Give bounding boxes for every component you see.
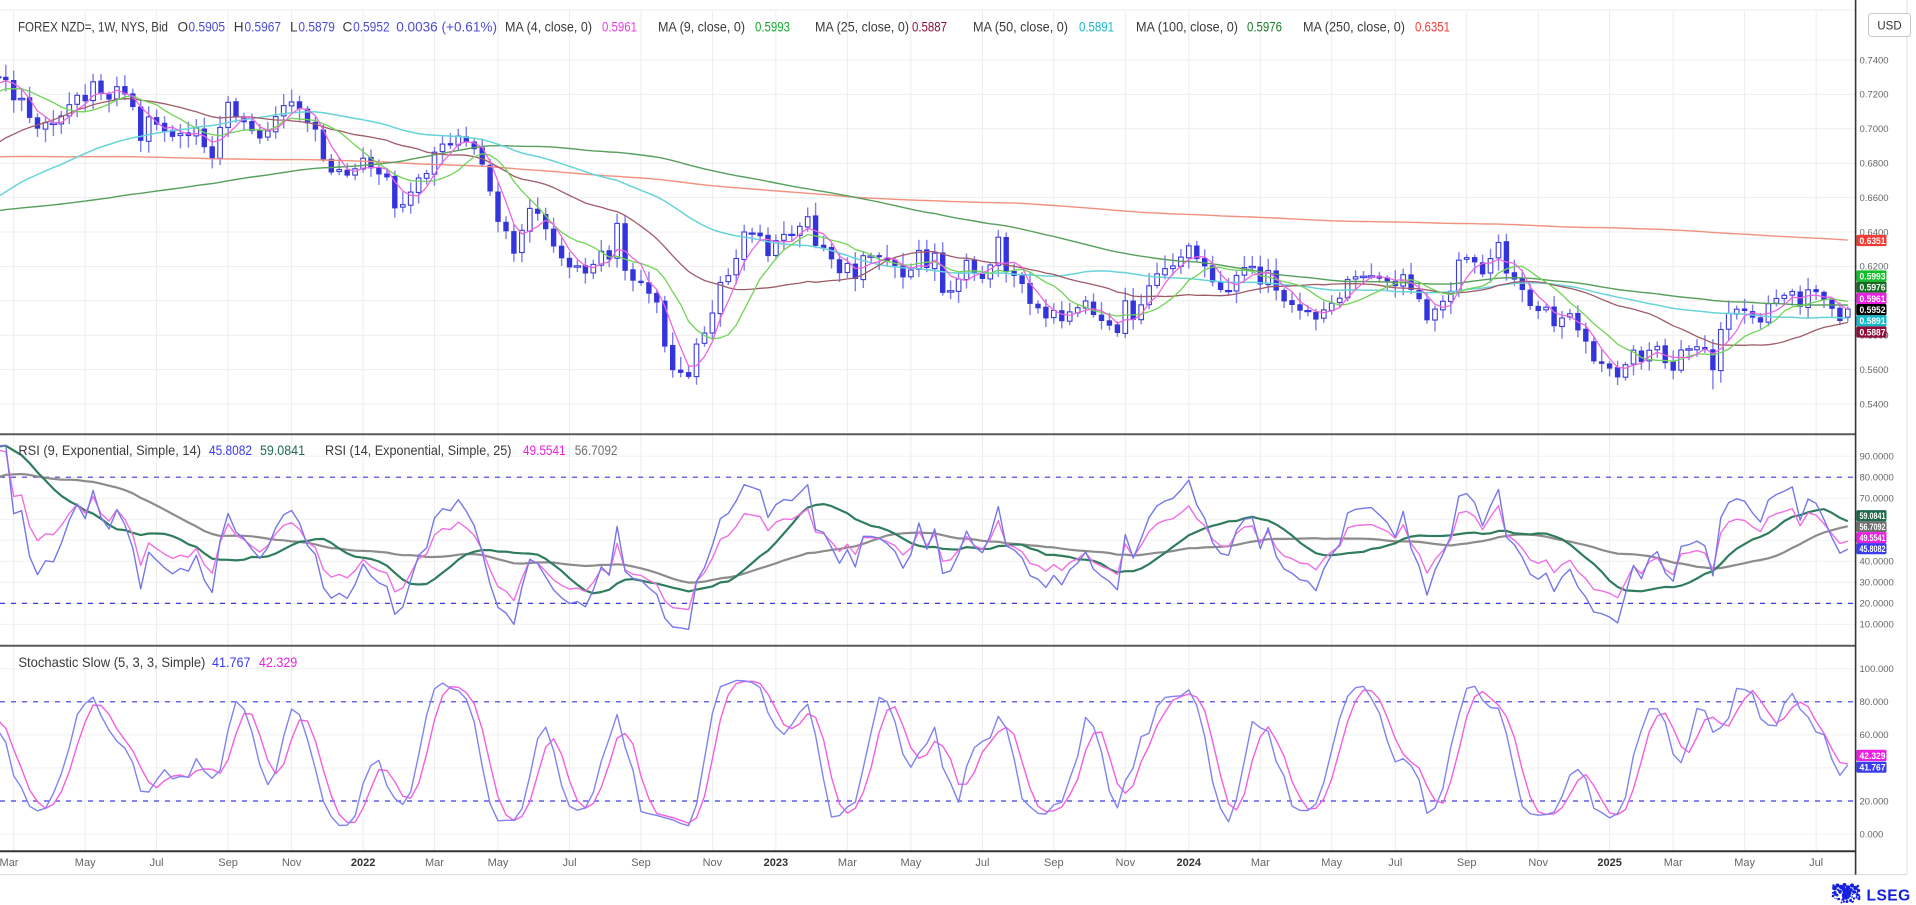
svg-text:RSI (9, Exponential, Simple, 1: RSI (9, Exponential, Simple, 14) bbox=[18, 443, 201, 458]
svg-text:0.5961: 0.5961 bbox=[1860, 294, 1886, 304]
svg-text:30.0000: 30.0000 bbox=[1860, 578, 1894, 589]
svg-text:0.5993: 0.5993 bbox=[755, 20, 790, 35]
svg-text:49.5541: 49.5541 bbox=[1860, 533, 1886, 543]
svg-text:90.0000: 90.0000 bbox=[1860, 452, 1894, 463]
svg-text:Sep: Sep bbox=[631, 857, 651, 869]
svg-text:59.0841: 59.0841 bbox=[260, 443, 305, 458]
svg-text:0.5905: 0.5905 bbox=[189, 20, 226, 35]
svg-text:41.767: 41.767 bbox=[212, 655, 251, 670]
svg-text:May: May bbox=[488, 857, 509, 869]
svg-text:Jul: Jul bbox=[1809, 857, 1823, 869]
svg-text:2025: 2025 bbox=[1597, 857, 1621, 869]
svg-text:Nov: Nov bbox=[1528, 857, 1548, 869]
svg-text:60.000: 60.000 bbox=[1860, 730, 1889, 741]
svg-text:0.5600: 0.5600 bbox=[1860, 365, 1889, 376]
svg-text:Jul: Jul bbox=[562, 857, 576, 869]
svg-text:49.5541: 49.5541 bbox=[523, 443, 566, 458]
svg-text:0.6800: 0.6800 bbox=[1860, 159, 1889, 170]
svg-text:10.0000: 10.0000 bbox=[1860, 620, 1894, 631]
svg-text:Jul: Jul bbox=[1388, 857, 1402, 869]
svg-text:0.000: 0.000 bbox=[1860, 829, 1884, 840]
svg-text:Mar: Mar bbox=[0, 857, 19, 869]
svg-text:0.7200: 0.7200 bbox=[1860, 90, 1889, 101]
svg-text:Stochastic Slow (5, 3, 3, Simp: Stochastic Slow (5, 3, 3, Simple) bbox=[18, 655, 205, 670]
svg-text:Nov: Nov bbox=[703, 857, 723, 869]
svg-text:Mar: Mar bbox=[425, 857, 444, 869]
svg-text:MA (250, close, 0): MA (250, close, 0) bbox=[1303, 20, 1405, 35]
svg-text:RSI (14, Exponential, Simple,: RSI (14, Exponential, Simple, 25) bbox=[325, 443, 512, 458]
svg-text:100.000: 100.000 bbox=[1860, 664, 1894, 675]
svg-text:0.6351: 0.6351 bbox=[1415, 20, 1450, 35]
svg-text:May: May bbox=[75, 857, 96, 869]
svg-text:0.6400: 0.6400 bbox=[1860, 227, 1889, 238]
svg-text:FOREX NZD=, 1W, NYS, Bid: FOREX NZD=, 1W, NYS, Bid bbox=[18, 20, 168, 35]
svg-text:41.767: 41.767 bbox=[1860, 763, 1886, 773]
svg-text:45.8082: 45.8082 bbox=[1860, 544, 1886, 554]
svg-text:Nov: Nov bbox=[282, 857, 302, 869]
svg-text:2024: 2024 bbox=[1177, 857, 1202, 869]
svg-text:Mar: Mar bbox=[1664, 857, 1683, 869]
svg-text:May: May bbox=[1734, 857, 1755, 869]
svg-text:Nov: Nov bbox=[1116, 857, 1136, 869]
svg-text:May: May bbox=[1321, 857, 1342, 869]
svg-text:Jul: Jul bbox=[150, 857, 164, 869]
svg-text:80.000: 80.000 bbox=[1860, 697, 1889, 708]
svg-text:LSEG: LSEG bbox=[1867, 888, 1911, 905]
svg-text:0.7000: 0.7000 bbox=[1860, 124, 1889, 135]
svg-text:0.5400: 0.5400 bbox=[1860, 399, 1889, 410]
svg-text:MA (4, close, 0): MA (4, close, 0) bbox=[505, 20, 592, 35]
svg-text:0.0036 (+0.61%): 0.0036 (+0.61%) bbox=[396, 20, 497, 35]
svg-text:L: L bbox=[290, 20, 298, 35]
svg-text:0.5887: 0.5887 bbox=[912, 20, 947, 35]
svg-text:0.5891: 0.5891 bbox=[1079, 20, 1114, 35]
svg-text:Jul: Jul bbox=[975, 857, 989, 869]
svg-text:42.329: 42.329 bbox=[259, 655, 297, 670]
svg-text:2023: 2023 bbox=[764, 857, 788, 869]
svg-text:40.0000: 40.0000 bbox=[1860, 557, 1894, 568]
svg-text:Sep: Sep bbox=[1044, 857, 1064, 869]
svg-text:Sep: Sep bbox=[218, 857, 238, 869]
svg-text:Sep: Sep bbox=[1457, 857, 1477, 869]
svg-text:80.0000: 80.0000 bbox=[1860, 473, 1894, 484]
svg-text:56.7092: 56.7092 bbox=[575, 443, 618, 458]
svg-text:0.6200: 0.6200 bbox=[1860, 262, 1889, 273]
svg-text:0.5976: 0.5976 bbox=[1247, 20, 1282, 35]
svg-text:0.5952: 0.5952 bbox=[1860, 305, 1886, 315]
svg-text:0.7400: 0.7400 bbox=[1860, 55, 1889, 66]
svg-text:0.5993: 0.5993 bbox=[1860, 271, 1886, 281]
svg-text:0.5976: 0.5976 bbox=[1860, 283, 1886, 293]
svg-text:MA (50, close, 0): MA (50, close, 0) bbox=[973, 20, 1068, 35]
svg-text:56.7092: 56.7092 bbox=[1860, 522, 1886, 532]
svg-text:20.000: 20.000 bbox=[1860, 796, 1889, 807]
svg-text:0.5961: 0.5961 bbox=[602, 20, 637, 35]
svg-text:20.0000: 20.0000 bbox=[1860, 599, 1894, 610]
svg-text:0.6600: 0.6600 bbox=[1860, 193, 1889, 204]
svg-text:0.5887: 0.5887 bbox=[1860, 327, 1886, 337]
svg-text:42.329: 42.329 bbox=[1860, 751, 1886, 761]
svg-text:MA (9, close, 0): MA (9, close, 0) bbox=[658, 20, 745, 35]
svg-text:O: O bbox=[178, 20, 189, 35]
svg-text:Mar: Mar bbox=[1251, 857, 1270, 869]
svg-text:C: C bbox=[343, 20, 353, 35]
svg-text:70.0000: 70.0000 bbox=[1860, 494, 1894, 505]
svg-text:USD: USD bbox=[1877, 21, 1901, 33]
svg-text:0.5967: 0.5967 bbox=[245, 20, 282, 35]
svg-text:0.5952: 0.5952 bbox=[353, 20, 390, 35]
svg-text:0.5891: 0.5891 bbox=[1860, 316, 1886, 326]
svg-text:MA (25, close, 0): MA (25, close, 0) bbox=[815, 20, 909, 35]
svg-text:59.0841: 59.0841 bbox=[1860, 511, 1886, 521]
svg-text:0.6351: 0.6351 bbox=[1860, 236, 1886, 246]
svg-text:May: May bbox=[901, 857, 922, 869]
svg-text:45.8082: 45.8082 bbox=[209, 443, 252, 458]
svg-text:Mar: Mar bbox=[838, 857, 857, 869]
svg-text:0.5879: 0.5879 bbox=[298, 20, 335, 35]
svg-text:MA (100, close, 0): MA (100, close, 0) bbox=[1136, 20, 1238, 35]
svg-text:H: H bbox=[234, 20, 244, 35]
svg-text:2022: 2022 bbox=[351, 857, 375, 869]
